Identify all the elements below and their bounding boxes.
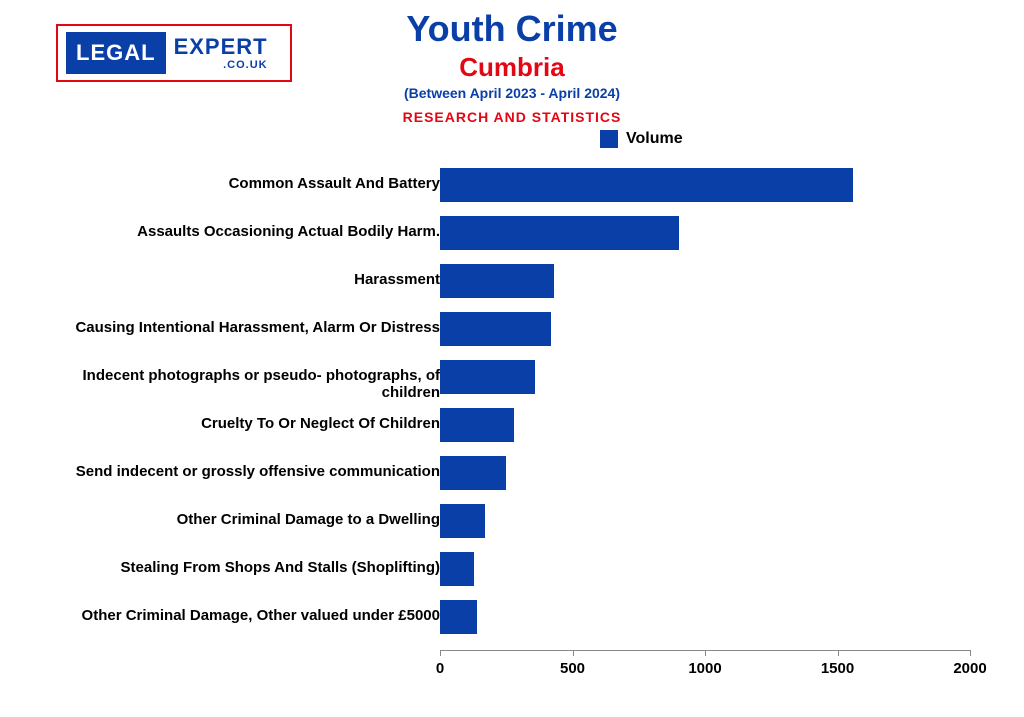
x-tick bbox=[838, 650, 839, 656]
x-tick-label: 1000 bbox=[688, 660, 721, 677]
bar bbox=[440, 360, 535, 394]
title-sub: Cumbria bbox=[0, 52, 1024, 83]
title-range: (Between April 2023 - April 2024) bbox=[0, 85, 1024, 101]
chart: Common Assault And Battery Assaults Occas… bbox=[60, 160, 980, 680]
x-tick-label: 500 bbox=[560, 660, 585, 677]
plot-area bbox=[440, 160, 970, 650]
title-research: RESEARCH AND STATISTICS bbox=[0, 109, 1024, 125]
x-tick-label: 2000 bbox=[953, 660, 986, 677]
bar-label: Other Criminal Damage, Other valued unde… bbox=[60, 608, 440, 625]
title-main: Youth Crime bbox=[0, 8, 1024, 50]
legend: Volume bbox=[600, 130, 683, 148]
x-tick bbox=[573, 650, 574, 656]
bar-label: Stealing From Shops And Stalls (Shoplift… bbox=[60, 560, 440, 577]
bar bbox=[440, 456, 506, 490]
bar-label: Indecent photographs or pseudo- photogra… bbox=[60, 368, 440, 401]
x-tick-label: 1500 bbox=[821, 660, 854, 677]
x-tick bbox=[970, 650, 971, 656]
x-tick-label: 0 bbox=[436, 660, 444, 677]
bar-label: Other Criminal Damage to a Dwelling bbox=[60, 512, 440, 529]
bar bbox=[440, 408, 514, 442]
bar-label: Causing Intentional Harassment, Alarm Or… bbox=[60, 320, 440, 337]
bar-label: Send indecent or grossly offensive commu… bbox=[60, 464, 440, 481]
x-tick bbox=[705, 650, 706, 656]
legend-swatch bbox=[600, 130, 618, 148]
bar bbox=[440, 168, 853, 202]
legend-label: Volume bbox=[626, 130, 683, 148]
bar-label: Assaults Occasioning Actual Bodily Harm. bbox=[60, 224, 440, 241]
bar bbox=[440, 216, 679, 250]
bar-label: Cruelty To Or Neglect Of Children bbox=[60, 416, 440, 433]
title-block: Youth Crime Cumbria (Between April 2023 … bbox=[0, 8, 1024, 125]
bar bbox=[440, 600, 477, 634]
bar bbox=[440, 504, 485, 538]
bar-label: Harassment bbox=[60, 272, 440, 289]
bar bbox=[440, 312, 551, 346]
x-tick bbox=[440, 650, 441, 656]
bar bbox=[440, 552, 474, 586]
bar-label: Common Assault And Battery bbox=[60, 176, 440, 193]
bar bbox=[440, 264, 554, 298]
